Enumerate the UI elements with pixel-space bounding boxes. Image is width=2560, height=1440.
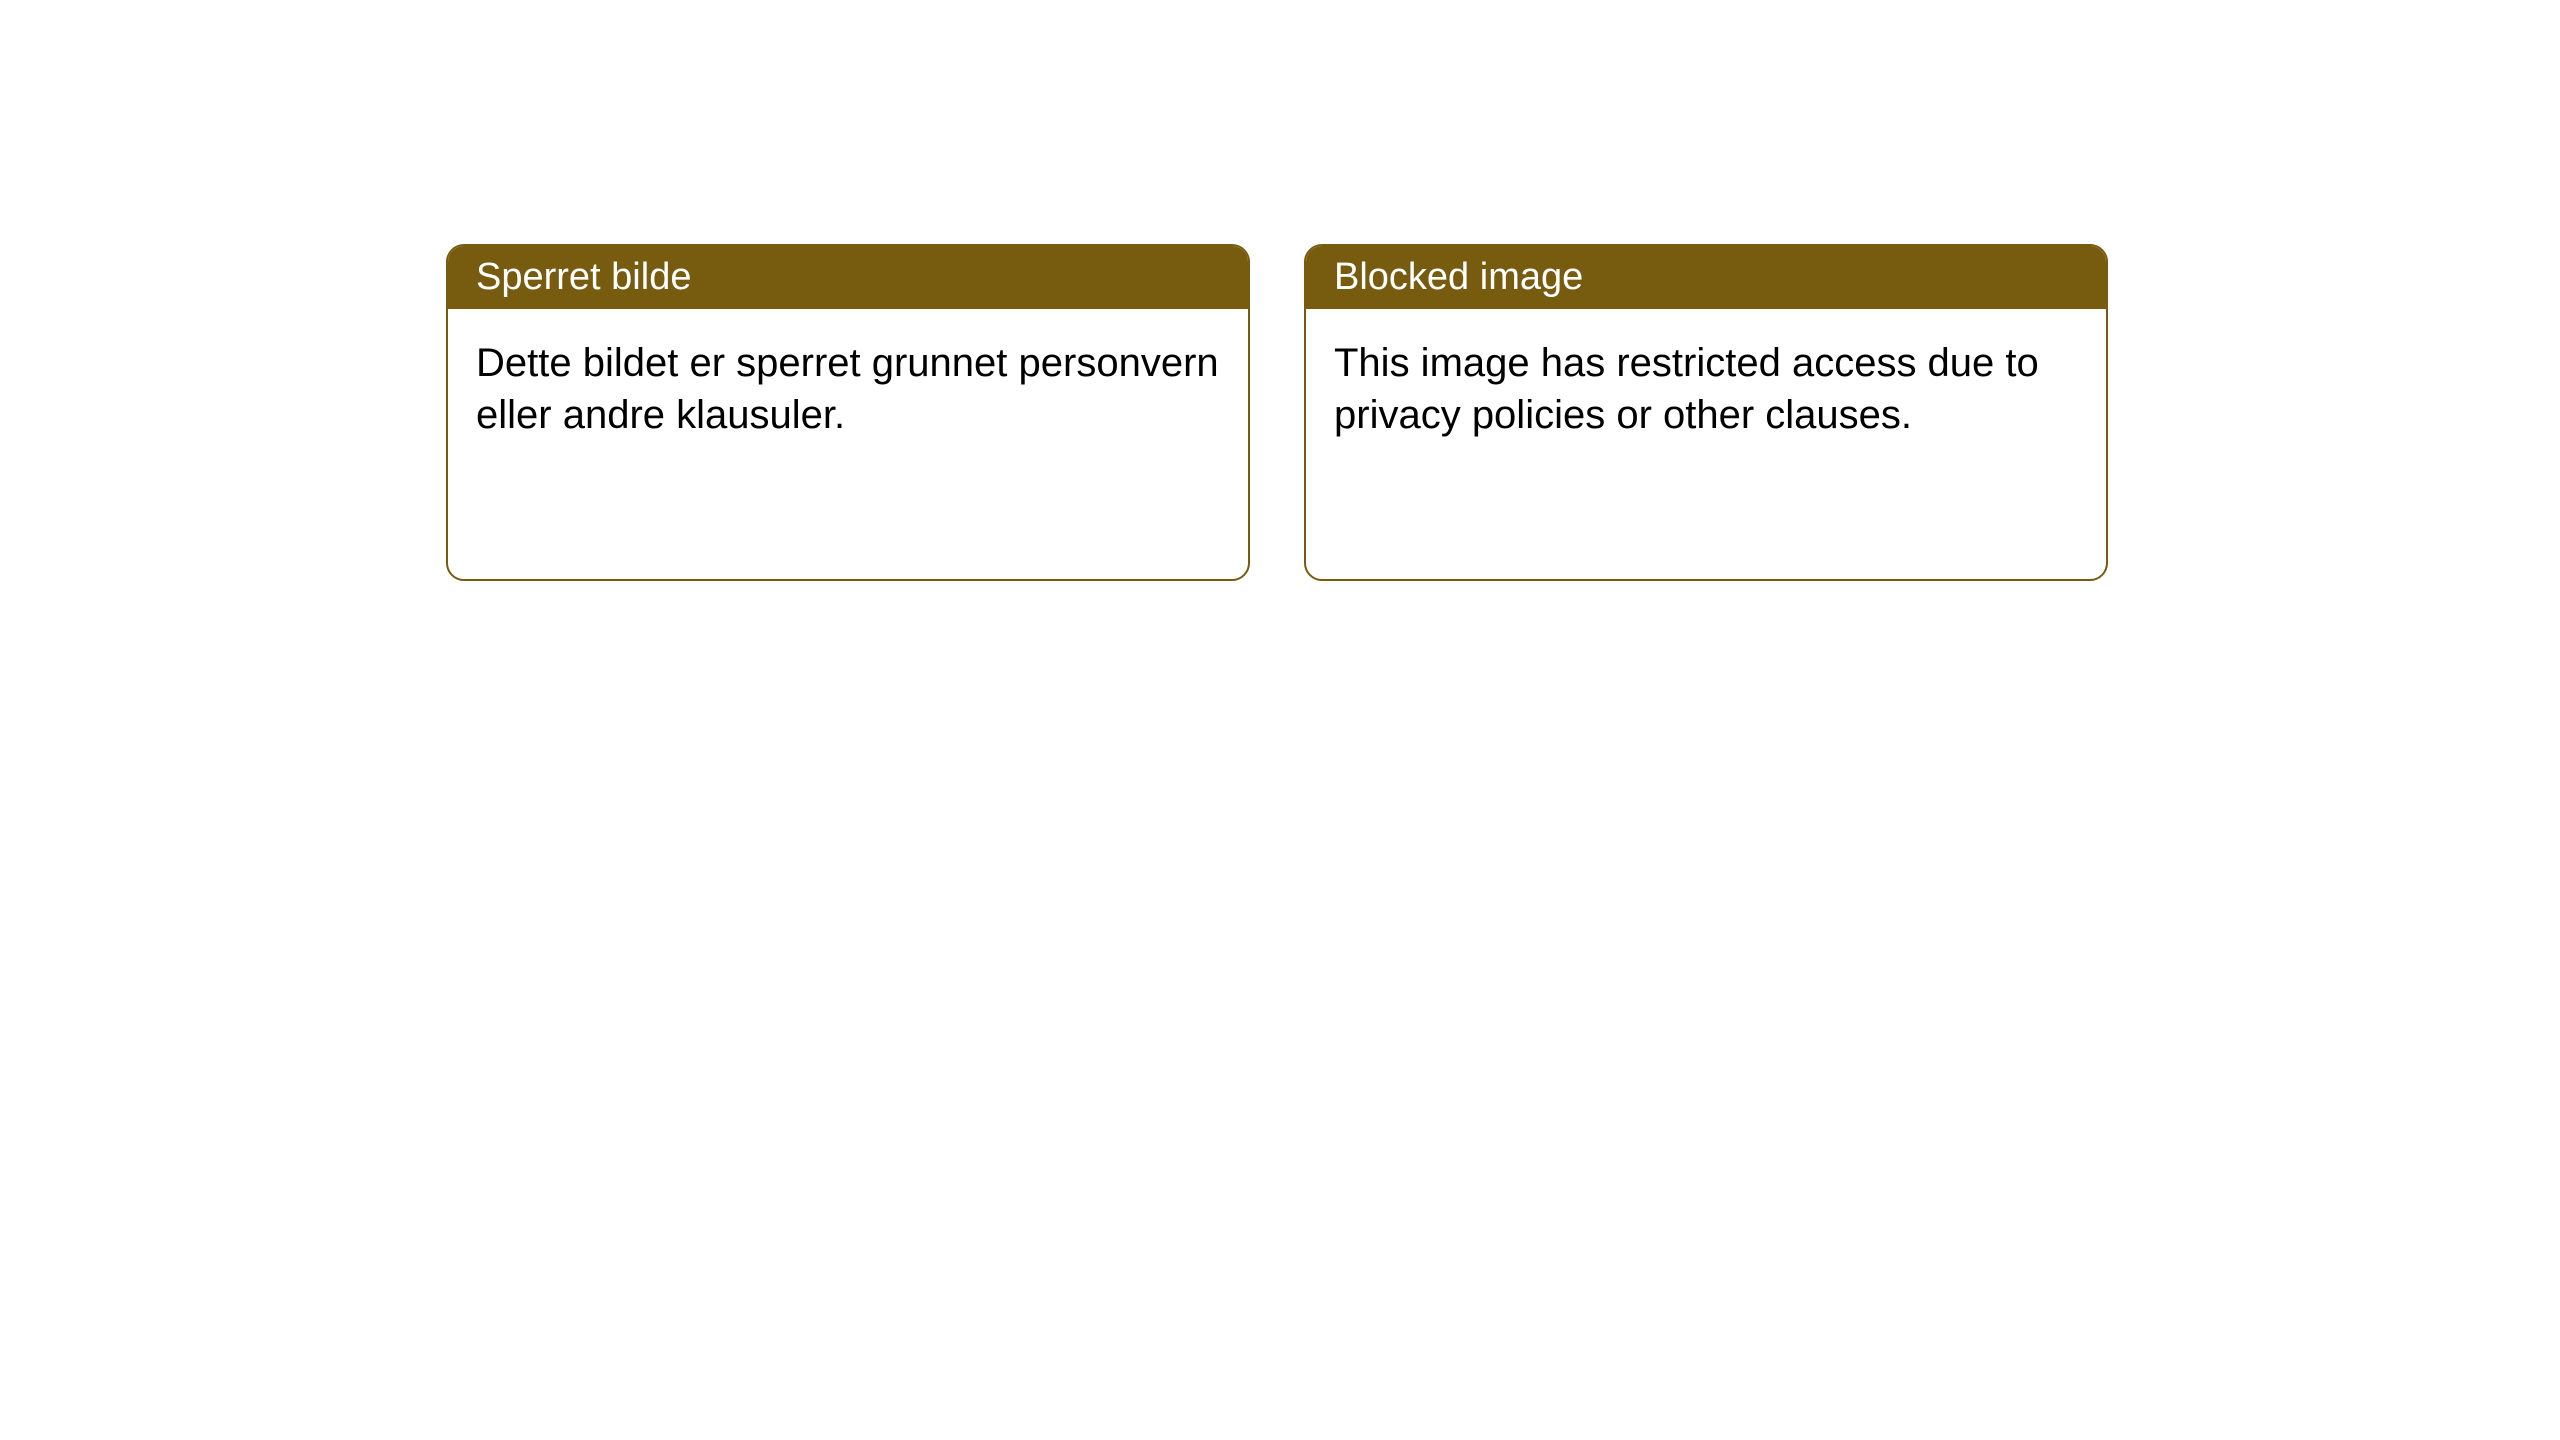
- notice-body: This image has restricted access due to …: [1306, 309, 2106, 579]
- notice-body: Dette bildet er sperret grunnet personve…: [448, 309, 1248, 579]
- notice-header: Sperret bilde: [448, 246, 1248, 309]
- notice-header: Blocked image: [1306, 246, 2106, 309]
- notice-card-english: Blocked image This image has restricted …: [1304, 244, 2108, 581]
- notice-body-text: This image has restricted access due to …: [1334, 341, 2039, 437]
- notice-card-norwegian: Sperret bilde Dette bildet er sperret gr…: [446, 244, 1250, 581]
- notice-header-text: Blocked image: [1334, 256, 1583, 298]
- notice-body-text: Dette bildet er sperret grunnet personve…: [476, 341, 1219, 437]
- notice-container: Sperret bilde Dette bildet er sperret gr…: [446, 244, 2108, 581]
- notice-header-text: Sperret bilde: [476, 256, 691, 298]
